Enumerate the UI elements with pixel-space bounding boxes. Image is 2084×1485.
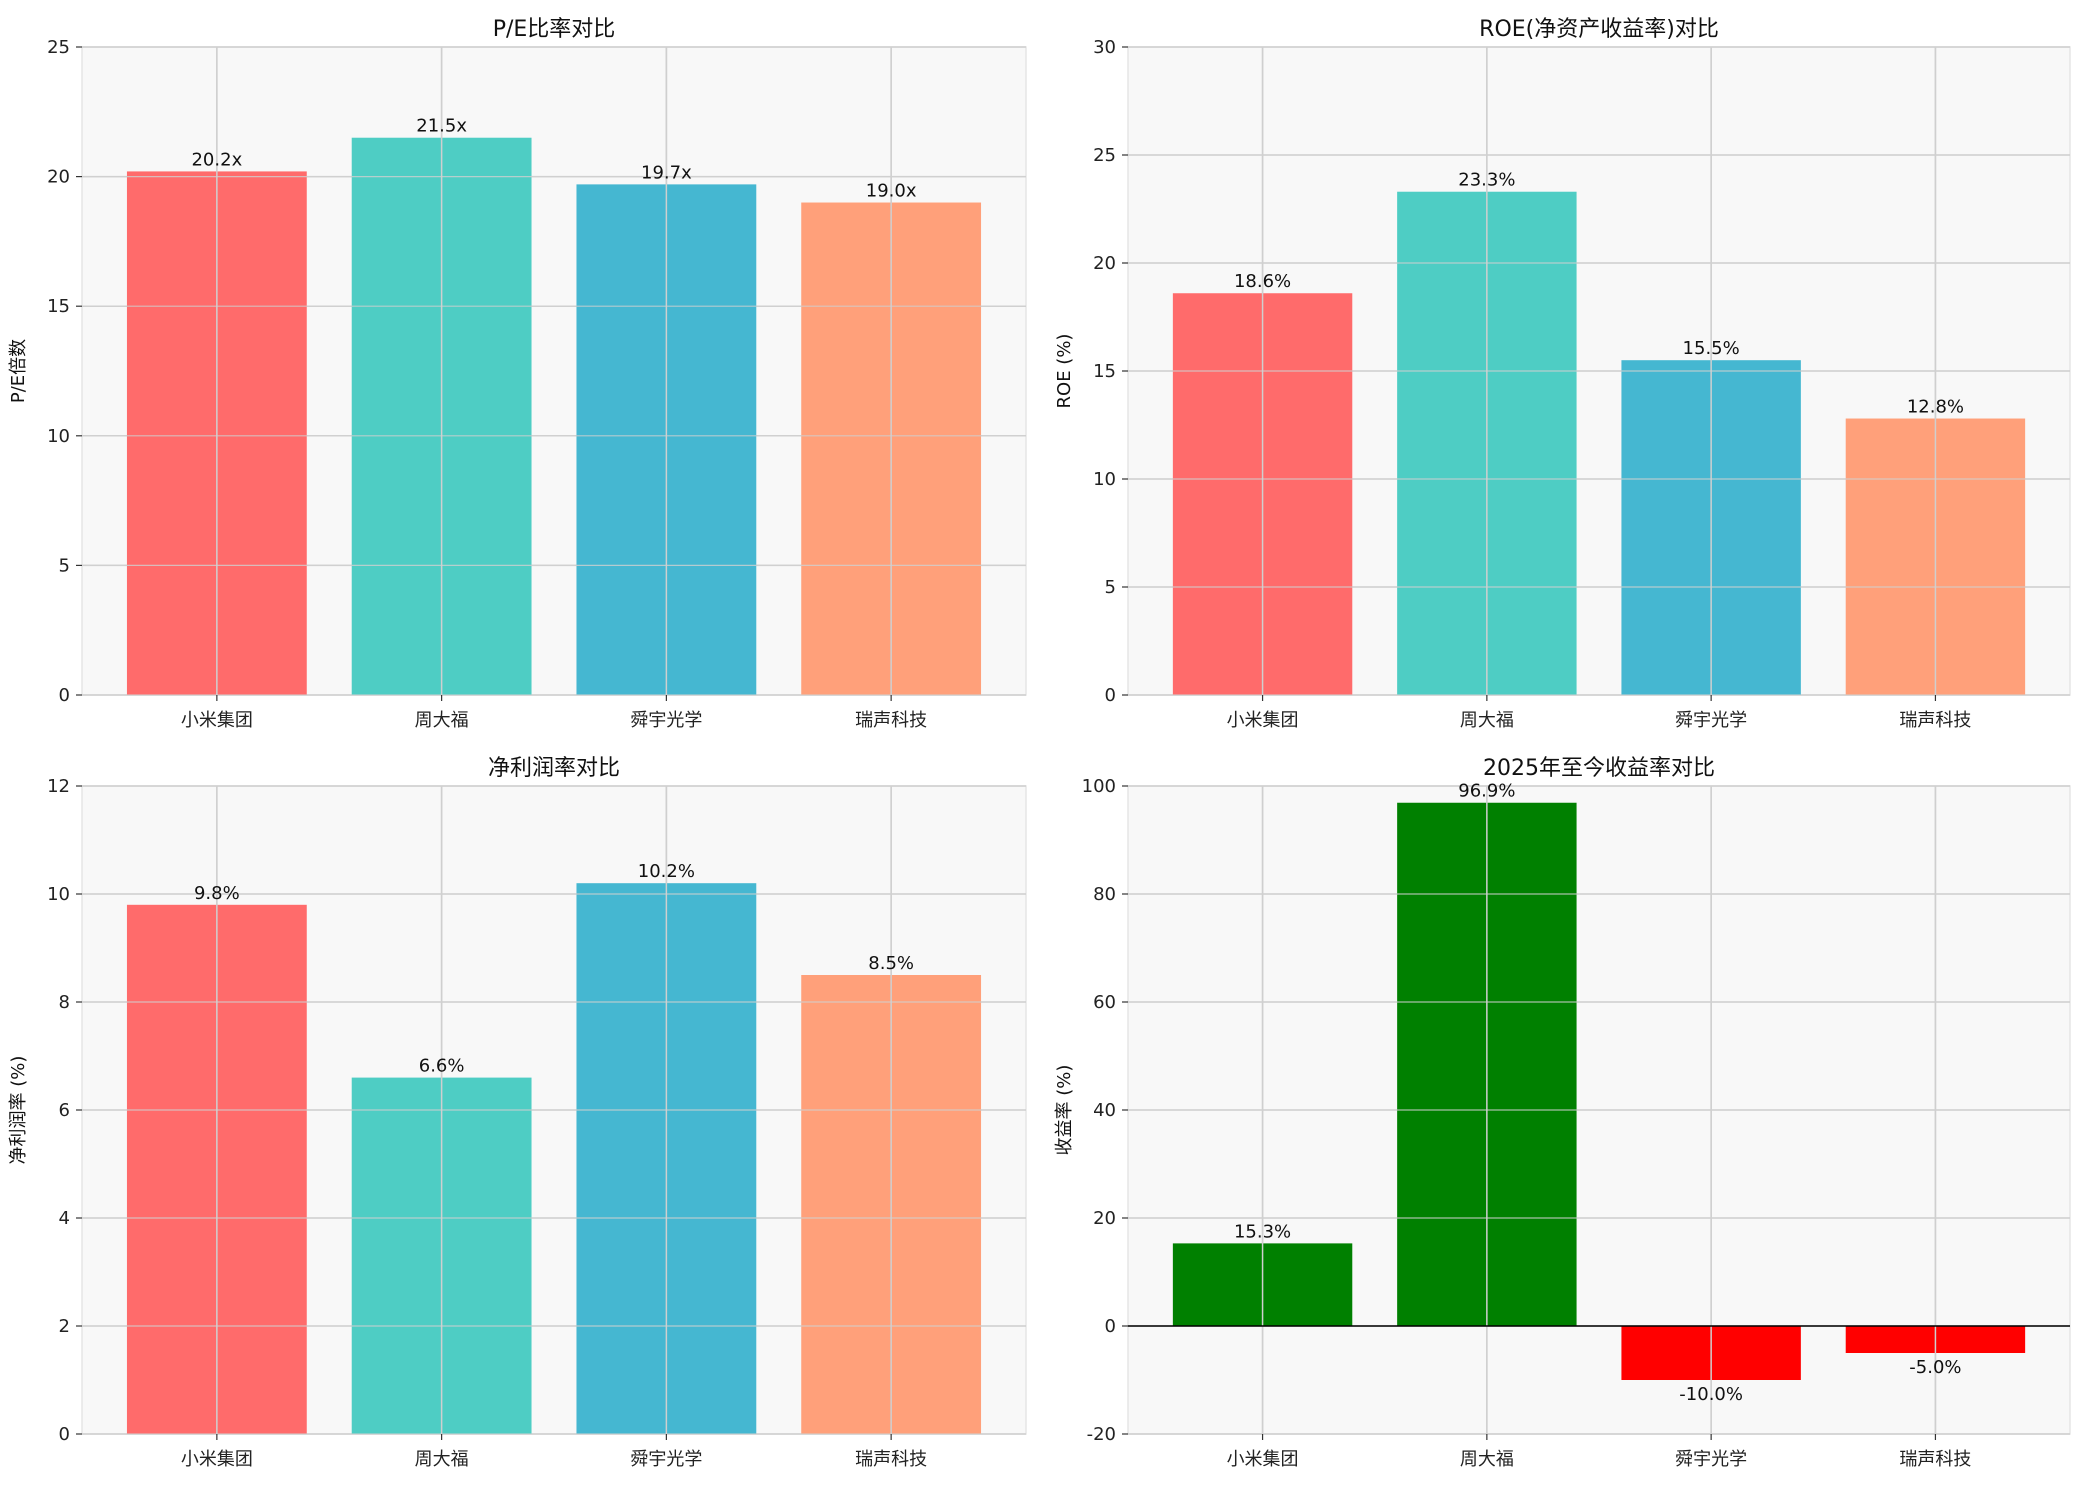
y-tick-label: 25 xyxy=(1093,145,1116,166)
data-label: -5.0% xyxy=(1909,1357,1961,1378)
x-tick-label: 舜宇光学 xyxy=(1675,1449,1747,1470)
data-label: 21.5x xyxy=(416,116,467,137)
x-tick-label: 周大福 xyxy=(1460,710,1514,731)
chart-title: 2025年至今收益率对比 xyxy=(1483,756,1715,781)
y-tick-label: 30 xyxy=(1093,37,1116,58)
data-label: 9.8% xyxy=(194,883,240,904)
data-label: 12.8% xyxy=(1907,397,1964,418)
y-axis-label: 净利润率 (%) xyxy=(8,1056,29,1165)
x-tick-label: 小米集团 xyxy=(1227,710,1299,731)
y-tick-label: 0 xyxy=(59,685,70,706)
x-tick-label: 瑞声科技 xyxy=(1899,1449,1971,1470)
data-label: -10.0% xyxy=(1679,1384,1743,1405)
y-tick-label: 20 xyxy=(1093,1208,1116,1229)
y-tick-label: 10 xyxy=(1093,469,1116,490)
x-tick-label: 舜宇光学 xyxy=(630,710,702,731)
y-axis-label: P/E倍数 xyxy=(8,339,29,403)
data-label: 96.9% xyxy=(1458,781,1515,802)
y-tick-label: 12 xyxy=(47,776,70,797)
y-tick-label: 5 xyxy=(59,555,70,576)
data-label: 20.2x xyxy=(191,149,242,170)
x-tick-label: 小米集团 xyxy=(181,1449,253,1470)
x-tick-label: 小米集团 xyxy=(181,710,253,731)
x-tick-label: 周大福 xyxy=(415,1449,469,1470)
x-tick-label: 瑞声科技 xyxy=(855,710,927,731)
y-tick-label: 5 xyxy=(1105,577,1116,598)
y-tick-label: 8 xyxy=(59,992,70,1013)
subplot-1: 20.2x 21.5x 19.7x 19.0x 0 5 10 15 20 25 小米集团 周大福 舜宇光… xyxy=(8,17,1027,731)
data-label: 19.7x xyxy=(641,162,692,183)
y-tick-label: 10 xyxy=(47,884,70,905)
x-tick-label: 小米集团 xyxy=(1227,1449,1299,1470)
y-tick-label: 0 xyxy=(1105,1316,1116,1337)
y-tick-label: 15 xyxy=(1093,361,1116,382)
x-tick-label: 周大福 xyxy=(1460,1449,1514,1470)
x-tick-label: 舜宇光学 xyxy=(1675,710,1747,731)
chart-title: P/E比率对比 xyxy=(493,17,616,42)
subplot-3: 9.8% 6.6% 10.2% 8.5% 0 2 4 6 8 10 12 小米集团 周大福 舜宇光学 瑞声科… xyxy=(8,756,1027,1470)
x-tick-label: 瑞声科技 xyxy=(855,1449,927,1470)
y-tick-label: 40 xyxy=(1093,1100,1116,1121)
y-tick-label: 20 xyxy=(1093,253,1116,274)
y-tick-label: 4 xyxy=(59,1208,70,1229)
subplot-2: 18.6% 23.3% 15.5% 12.8% 0 5 10 15 20 25 30 小米集团 周大福 舜… xyxy=(1054,17,2071,731)
y-tick-label: 10 xyxy=(47,426,70,447)
y-tick-label: 15 xyxy=(47,296,70,317)
data-label: 15.5% xyxy=(1683,338,1740,359)
x-tick-label: 瑞声科技 xyxy=(1899,710,1971,731)
y-tick-label: 20 xyxy=(47,167,70,188)
data-label: 15.3% xyxy=(1234,1221,1291,1242)
data-label: 6.6% xyxy=(419,1056,465,1077)
chart-title: 净利润率对比 xyxy=(488,756,620,781)
y-tick-label: 60 xyxy=(1093,992,1116,1013)
data-label: 8.5% xyxy=(868,953,914,974)
y-tick-label: 100 xyxy=(1082,776,1116,797)
y-tick-label: 0 xyxy=(59,1424,70,1445)
y-tick-label: -20 xyxy=(1087,1424,1116,1445)
data-label: 23.3% xyxy=(1458,170,1515,191)
data-label: 19.0x xyxy=(866,181,917,202)
subplot-4: 15.3% 96.9% -10.0% -5.0% -20 0 20 40 60 80 100 小米集团… xyxy=(1054,756,2071,1470)
chart-title: ROE(净资产收益率)对比 xyxy=(1479,17,1719,42)
data-label: 10.2% xyxy=(638,861,695,882)
x-tick-label: 周大福 xyxy=(415,710,469,731)
y-tick-label: 25 xyxy=(47,37,70,58)
y-tick-label: 0 xyxy=(1105,685,1116,706)
y-tick-label: 2 xyxy=(59,1316,70,1337)
x-tick-label: 舜宇光学 xyxy=(630,1449,702,1470)
y-axis-label: 收益率 (%) xyxy=(1054,1065,1075,1156)
data-label: 18.6% xyxy=(1234,271,1291,292)
y-tick-label: 80 xyxy=(1093,884,1116,905)
y-axis-label: ROE (%) xyxy=(1054,334,1075,409)
y-tick-label: 6 xyxy=(59,1100,70,1121)
